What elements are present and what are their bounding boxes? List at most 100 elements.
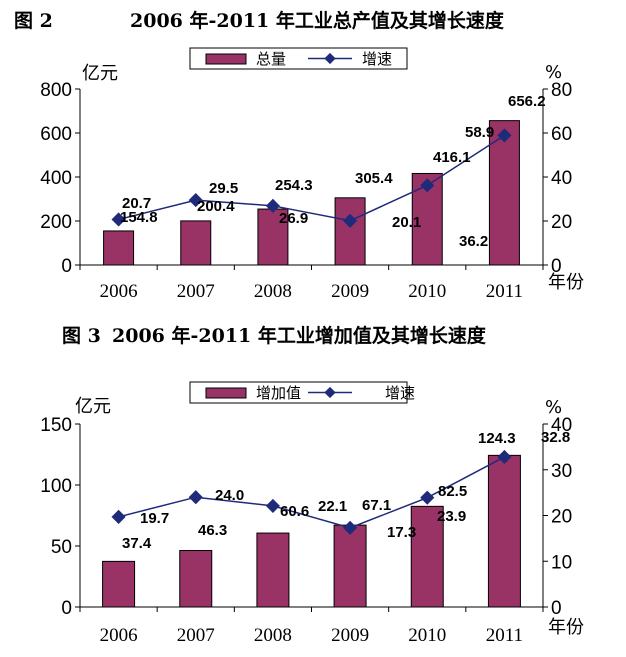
bar: [179, 550, 213, 608]
chart-1: 0 200 400 600 800 0 20 40 60 80 2006 2007 2008 2009 20…: [40, 47, 584, 302]
left-tick-label: 0: [61, 256, 72, 277]
x-tick-label: 2011: [486, 281, 523, 302]
right-axis-unit: %: [545, 397, 562, 418]
bar-data-label: 416.1: [433, 149, 471, 166]
line-data-label: 19.7: [140, 510, 169, 527]
line-data-label: 20.7: [122, 195, 151, 212]
bar: [487, 454, 521, 608]
left-axis-unit: 亿元: [82, 63, 118, 84]
x-axis-unit: 年份: [548, 272, 584, 293]
left-tick-label: 400: [40, 168, 72, 189]
bar-data-label: 46.3: [198, 522, 227, 539]
line-point: [497, 449, 512, 465]
right-tick-label: 10: [551, 552, 572, 573]
x-tick-label: 2009: [331, 281, 369, 302]
line-data-label: 20.1: [392, 214, 421, 231]
line-data-label: 23.9: [437, 508, 466, 525]
x-tick-label: 2006: [100, 281, 138, 302]
bar-data-label: 37.4: [122, 535, 152, 552]
right-tick-label: 80: [551, 80, 572, 101]
line-point: [188, 193, 203, 208]
left-tick-label: 100: [40, 476, 72, 497]
bar-data-label: 200.4: [197, 198, 235, 215]
x-tick-label: 2009: [331, 625, 369, 646]
right-tick-label: 20: [551, 507, 572, 528]
x-tick-label: 2008: [254, 625, 292, 646]
line-point: [265, 198, 280, 213]
line-point: [343, 520, 358, 535]
x-axis-unit: 年份: [548, 617, 584, 638]
x-tick-label: 2006: [100, 625, 138, 646]
bar-data-label: 154.8: [120, 209, 158, 226]
left-tick-label: 800: [40, 80, 72, 101]
bar-data-label: 305.4: [355, 170, 393, 187]
right-axis-unit: %: [545, 62, 562, 83]
right-tick-label: 30: [551, 461, 572, 482]
line-data-label: 26.9: [279, 210, 308, 227]
left-tick-label: 0: [61, 598, 72, 619]
line-point: [420, 178, 435, 193]
bar-data-label: 124.3: [478, 430, 516, 447]
line-point: [188, 490, 203, 505]
line-point: [343, 213, 358, 228]
right-tick-label: 20: [551, 212, 572, 233]
right-tick-label: 40: [551, 415, 572, 436]
left-tick-label: 50: [51, 537, 72, 558]
bar-data-label: 82.5: [438, 483, 467, 500]
bar: [410, 505, 444, 608]
legend-bar-label: 增加值: [256, 384, 301, 402]
legend-line-label: 增速: [385, 384, 415, 402]
line-point: [111, 509, 126, 524]
line-point: [497, 128, 512, 143]
x-tick-label: 2008: [254, 281, 292, 302]
legend-line-marker: [324, 386, 336, 399]
right-tick-label: 40: [551, 168, 572, 189]
left-tick-label: 600: [40, 124, 72, 145]
bar-data-label: 656.2: [508, 93, 546, 110]
x-tick-label: 2010: [408, 281, 446, 302]
legend-line-label: 增速: [362, 50, 392, 68]
line-data-label: 24.0: [215, 487, 244, 504]
bar-data-label: 60.6: [280, 503, 309, 520]
right-tick-label: 0: [551, 598, 562, 619]
left-tick-label: 150: [40, 415, 72, 436]
chart-2: 0 50 100 150 0 10 20 30 40 2006 2007 2008 2009 2010 20…: [40, 381, 584, 646]
x-tick-label: 2007: [177, 281, 215, 302]
bar: [180, 220, 212, 266]
legend-line-marker: [324, 52, 336, 65]
chart2-figure-label: 图 3: [62, 325, 101, 347]
bar-data-label: 67.1: [362, 497, 391, 514]
line-point: [420, 490, 435, 505]
chart2-title: 2006 年-2011 年工业增加值及其增长速度: [112, 325, 486, 347]
x-tick-label: 2011: [486, 625, 523, 646]
line-data-label: 22.1: [318, 498, 347, 515]
x-tick-label: 2010: [408, 625, 446, 646]
left-axis-unit: 亿元: [75, 396, 111, 417]
legend-bar-label: 总量: [256, 50, 286, 68]
legend-bar-swatch: [205, 387, 247, 399]
bar: [256, 532, 290, 608]
bar-data-label: 254.3: [275, 177, 313, 194]
growth-line: [118, 134, 505, 222]
legend-bar-swatch: [205, 53, 247, 65]
bar: [333, 524, 367, 608]
line-data-label: 17.3: [387, 524, 416, 541]
line-data-label: 58.9: [465, 124, 494, 141]
line-data-label: 32.8: [541, 429, 570, 446]
bar: [411, 172, 443, 266]
line-point: [265, 498, 280, 513]
bar: [103, 230, 135, 266]
x-tick-label: 2007: [177, 625, 215, 646]
right-tick-label: 60: [551, 124, 572, 145]
chart1-title: 2006 年-2011 年工业总产值及其增长速度: [130, 10, 504, 32]
bar: [488, 120, 520, 266]
line-data-label: 29.5: [209, 180, 238, 197]
growth-line: [118, 456, 505, 529]
chart1-figure-label: 图 2: [14, 10, 53, 32]
line-data-label: 36.2: [459, 233, 488, 250]
bar: [102, 560, 136, 608]
right-tick-label: 0: [551, 256, 562, 277]
left-tick-label: 200: [40, 212, 72, 233]
bar: [334, 197, 366, 266]
